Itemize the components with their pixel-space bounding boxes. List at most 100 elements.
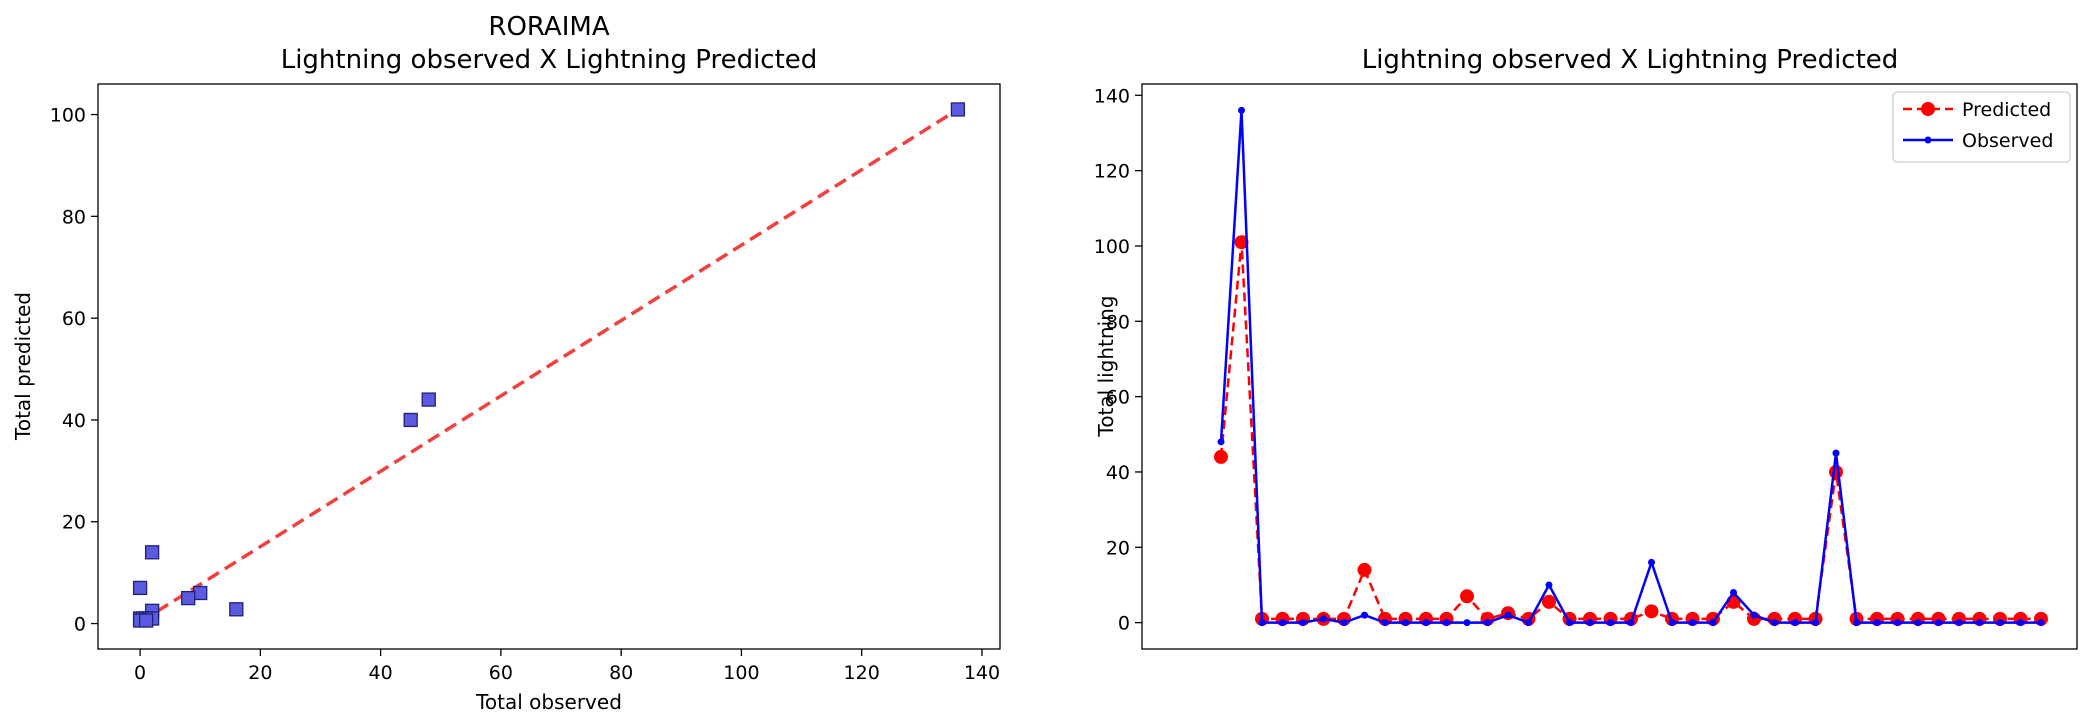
x-tick-label: 100 xyxy=(723,662,759,684)
x-tick-label: 40 xyxy=(369,662,393,684)
observed-point xyxy=(1955,619,1963,627)
observed-point xyxy=(1791,619,1799,627)
observed-point xyxy=(1607,619,1614,627)
y-tick-label: 120 xyxy=(1094,161,1130,183)
observed-point xyxy=(2037,619,2045,627)
x-tick-label: 80 xyxy=(609,662,633,684)
chart1-subtitle: Lightning observed X Lightning Predicted xyxy=(281,45,818,75)
plot-area-frame xyxy=(1141,83,2078,650)
observed-point xyxy=(1279,619,1286,627)
observed-point xyxy=(1258,619,1266,627)
scatter-point xyxy=(229,602,244,617)
y-tick-label: 0 xyxy=(74,614,86,636)
line-panel: Lightning observed X Lightning Predicted… xyxy=(1094,45,2078,650)
observed-point xyxy=(1566,619,1573,627)
y-axis-label: Total lightning xyxy=(1094,296,1118,438)
observed-point xyxy=(1443,619,1450,627)
observed-point xyxy=(1320,615,1327,623)
observed-point xyxy=(1832,449,1840,457)
observed-point xyxy=(1750,611,1758,619)
y-axis-ticks: 0 20 40 60 80 100 120 140 xyxy=(1094,85,1142,635)
y-tick-label: 20 xyxy=(1106,537,1130,559)
legend-predicted-label: Predicted xyxy=(1962,99,2051,121)
scatter-point xyxy=(132,580,148,596)
observed-point xyxy=(1853,619,1860,627)
observed-point xyxy=(1976,619,1983,627)
x-tick-label: 20 xyxy=(248,662,272,684)
observed-point xyxy=(1873,619,1881,627)
x-tick-label: 60 xyxy=(489,662,513,684)
y-tick-label: 60 xyxy=(62,308,86,330)
observed-point xyxy=(1935,619,1942,627)
observed-point xyxy=(1586,619,1594,627)
scatter-point xyxy=(144,545,160,560)
predicted-point xyxy=(1542,594,1556,609)
y-tick-label: 60 xyxy=(1106,387,1130,409)
legend-predicted-marker xyxy=(1921,102,1935,116)
observed-point xyxy=(1463,619,1471,627)
plot-area-frame xyxy=(97,83,1001,650)
observed-point xyxy=(1545,581,1553,589)
y-tick-label: 140 xyxy=(1094,85,1130,107)
scatter-point xyxy=(950,102,966,117)
scatter-point xyxy=(181,590,196,606)
x-tick-label: 0 xyxy=(134,662,146,684)
observed-point xyxy=(1238,106,1245,114)
series-line-observed xyxy=(1219,110,2041,625)
observed-point xyxy=(1340,619,1348,627)
y-tick-label: 0 xyxy=(1118,613,1130,635)
y-tick-label: 40 xyxy=(62,410,86,432)
y-tick-label: 80 xyxy=(1106,311,1130,333)
observed-point xyxy=(1709,619,1717,627)
legend-item-predicted: Predicted xyxy=(1903,99,2051,121)
x-tick-label: 120 xyxy=(844,662,880,684)
observed-point xyxy=(1361,611,1368,619)
observed-point xyxy=(1484,619,1491,627)
fit-line-layer xyxy=(139,107,959,624)
observed-point xyxy=(1689,619,1696,627)
observed-point xyxy=(1422,619,1430,627)
fit-line xyxy=(139,107,959,624)
observed-point xyxy=(1504,611,1512,619)
legend-observed-label: Observed xyxy=(1962,130,2053,152)
y-tick-label: 20 xyxy=(62,512,86,534)
legend: Predicted Observed xyxy=(1892,91,2071,163)
y-tick-label: 80 xyxy=(62,206,86,228)
series-line-predicted xyxy=(1219,242,2041,621)
x-axis-ticks: 0 20 40 60 80 100 120 140 xyxy=(134,649,1000,684)
observed-point xyxy=(1627,619,1635,627)
legend-observed-marker xyxy=(1924,136,1932,144)
observed-point xyxy=(1996,619,2004,627)
observed-point xyxy=(1812,619,1819,627)
y-tick-label: 40 xyxy=(1106,462,1130,484)
observed-point xyxy=(1217,438,1225,446)
observed-point xyxy=(1402,619,1409,627)
y-axis-ticks: 0 20 40 60 80 100 xyxy=(50,105,98,636)
predicted-point xyxy=(1234,235,1249,250)
y-tick-label: 100 xyxy=(50,105,86,127)
predicted-point xyxy=(1460,589,1474,604)
x-tick-label: 140 xyxy=(964,662,1000,684)
series-lines-layer xyxy=(1214,106,2048,627)
observed-point xyxy=(2017,619,2024,627)
observed-point xyxy=(1730,589,1737,596)
observed-point xyxy=(1648,558,1655,566)
x-axis-label: Total observed xyxy=(475,690,622,714)
predicted-point xyxy=(1829,464,1843,479)
chart1-title: RORAIMA xyxy=(488,12,609,42)
predicted-point xyxy=(1214,449,1228,464)
y-axis-label: Total predicted xyxy=(11,292,35,441)
predicted-point xyxy=(1644,604,1659,619)
y-tick-label: 100 xyxy=(1094,236,1130,258)
chart2-title: Lightning observed X Lightning Predicted xyxy=(1362,45,1899,75)
scatter-points-layer xyxy=(132,102,966,628)
legend-item-observed: Observed xyxy=(1903,130,2053,152)
observed-point xyxy=(1894,619,1901,627)
observed-point xyxy=(1668,619,1676,627)
observed-point xyxy=(1525,619,1532,627)
scatter-point xyxy=(421,392,436,407)
observed-point xyxy=(1771,619,1778,627)
observed-point xyxy=(1914,619,1922,627)
scatter-panel: RORAIMA Lightning observed X Lightning P… xyxy=(11,12,1001,714)
